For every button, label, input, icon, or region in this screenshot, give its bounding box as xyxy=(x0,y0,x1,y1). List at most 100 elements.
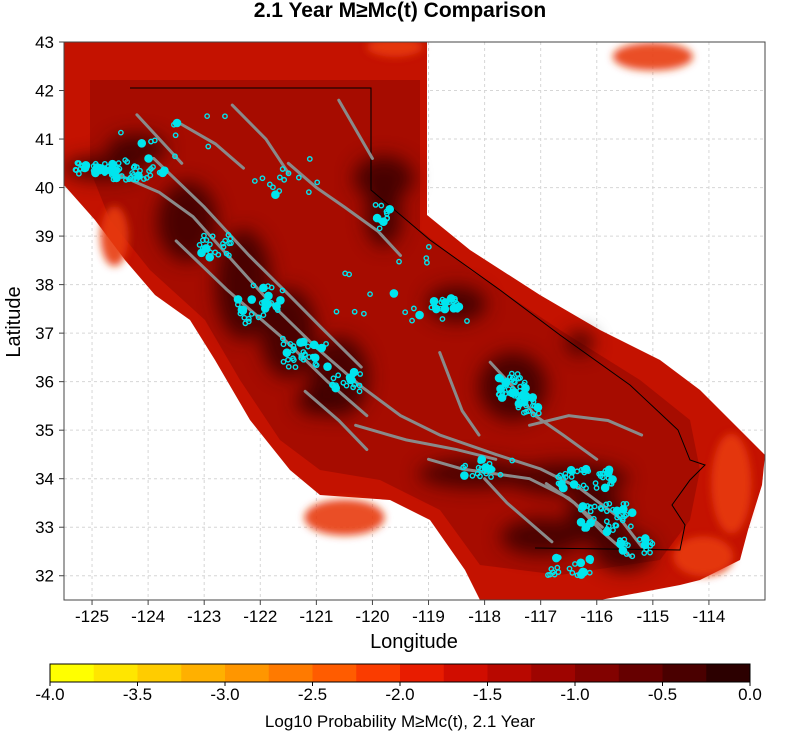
earthquake-marker xyxy=(263,306,270,312)
earthquake-marker xyxy=(627,508,637,518)
earthquake-marker xyxy=(75,170,82,177)
earthquake-marker xyxy=(474,470,481,477)
earthquake-marker xyxy=(79,162,86,169)
x-tick-label: -120 xyxy=(355,607,389,626)
earthquake-marker xyxy=(367,291,373,298)
earthquake-marker xyxy=(385,204,395,214)
earthquake-marker xyxy=(614,514,621,521)
earthquake-marker xyxy=(560,484,567,491)
earthquake-marker xyxy=(92,160,99,167)
colorbar-tick-label: -2.5 xyxy=(298,685,327,704)
colorbar-swatch xyxy=(137,664,182,682)
x-tick-label: -121 xyxy=(299,607,333,626)
earthquake-marker xyxy=(285,356,291,363)
earthquake-marker xyxy=(524,395,531,402)
earthquake-marker xyxy=(333,308,340,315)
colorbar-tick-label: -3.0 xyxy=(210,685,239,704)
earthquake-marker xyxy=(460,464,467,471)
fault-line xyxy=(483,477,554,544)
earthquake-marker xyxy=(349,367,359,377)
earthquake-marker xyxy=(585,554,595,564)
x-tick-label: -115 xyxy=(636,607,669,626)
fault-line xyxy=(337,98,374,160)
earthquake-marker xyxy=(130,164,137,171)
earthquake-marker xyxy=(274,307,281,313)
colorbar-swatch xyxy=(268,664,313,682)
earthquake-marker xyxy=(478,465,485,472)
earthquake-marker xyxy=(647,539,654,545)
earthquake-marker xyxy=(613,522,620,529)
colorbar-swatch xyxy=(487,664,532,682)
chart-title: 2.1 Year M≥Mc(t) Comparison xyxy=(254,0,546,22)
earthquake-marker xyxy=(340,379,347,386)
earthquake-marker xyxy=(298,353,305,359)
y-tick-label: 43 xyxy=(35,33,54,52)
earthquake-markers xyxy=(72,113,656,579)
earthquake-marker xyxy=(205,252,215,262)
y-tick-label: 41 xyxy=(35,130,54,149)
earthquake-marker xyxy=(350,384,357,391)
earthquake-marker xyxy=(603,508,610,515)
earthquake-marker xyxy=(629,553,636,560)
colorbar-tick-label: -2.0 xyxy=(385,685,414,704)
earthquake-marker xyxy=(172,132,179,139)
earthquake-marker xyxy=(530,411,537,418)
earthquake-marker xyxy=(533,405,540,412)
earthquake-marker xyxy=(600,474,606,481)
activity-hotspot xyxy=(500,518,581,555)
earthquake-marker xyxy=(205,143,212,150)
colorbar-swatch xyxy=(181,664,226,682)
offshore-edge xyxy=(100,42,752,577)
earthquake-marker xyxy=(241,314,248,321)
earthquake-marker xyxy=(485,464,495,474)
earthquake-marker xyxy=(250,282,257,289)
earthquake-marker xyxy=(84,162,91,168)
earthquake-marker xyxy=(585,468,592,475)
earthquake-marker xyxy=(602,467,609,474)
earthquake-marker xyxy=(423,255,430,261)
earthquake-marker xyxy=(306,156,313,162)
colorbar-swatch xyxy=(225,664,270,682)
y-tick-label: 40 xyxy=(35,179,54,198)
earthquake-marker xyxy=(603,501,610,508)
earthquake-marker xyxy=(309,340,319,350)
earthquake-marker xyxy=(608,475,617,484)
earthquake-marker xyxy=(238,306,248,315)
earthquake-marker xyxy=(106,166,113,173)
earthquake-marker xyxy=(415,310,424,320)
earthquake-marker xyxy=(296,338,305,347)
x-tick-label: -118 xyxy=(468,607,501,626)
x-tick-label: -123 xyxy=(187,607,221,626)
earthquake-marker xyxy=(144,154,153,163)
earthquake-marker xyxy=(279,287,286,294)
earthquake-marker xyxy=(432,297,438,304)
earthquake-marker xyxy=(378,202,385,209)
earthquake-marker xyxy=(640,540,650,550)
earthquake-marker xyxy=(636,536,643,543)
colorbar-tick-label: 0.0 xyxy=(738,685,762,704)
earthquake-marker xyxy=(143,174,150,181)
earthquake-marker xyxy=(502,390,509,397)
x-tick-label: -124 xyxy=(131,607,165,626)
fault-line xyxy=(230,103,290,175)
earthquake-marker xyxy=(201,232,207,239)
earthquake-marker xyxy=(101,160,108,167)
earthquake-marker xyxy=(464,318,470,324)
x-tick-label: -125 xyxy=(75,607,109,626)
earthquake-marker xyxy=(343,382,350,389)
earthquake-marker xyxy=(587,508,594,515)
earthquake-marker xyxy=(389,289,399,298)
earthquake-marker xyxy=(452,297,458,304)
earthquake-marker xyxy=(525,408,532,415)
earthquake-marker xyxy=(206,241,213,248)
earthquake-marker xyxy=(566,565,573,572)
offshore-tint xyxy=(711,433,752,534)
earthquake-marker xyxy=(314,179,321,186)
colorbar-tick-label: -1.5 xyxy=(473,685,502,704)
earthquake-marker xyxy=(569,480,579,489)
colorbar-tick-label: -3.5 xyxy=(123,685,152,704)
earthquake-marker xyxy=(590,515,597,522)
earthquake-marker xyxy=(281,176,288,183)
earthquake-marker xyxy=(600,483,610,493)
earthquake-marker xyxy=(356,382,363,389)
